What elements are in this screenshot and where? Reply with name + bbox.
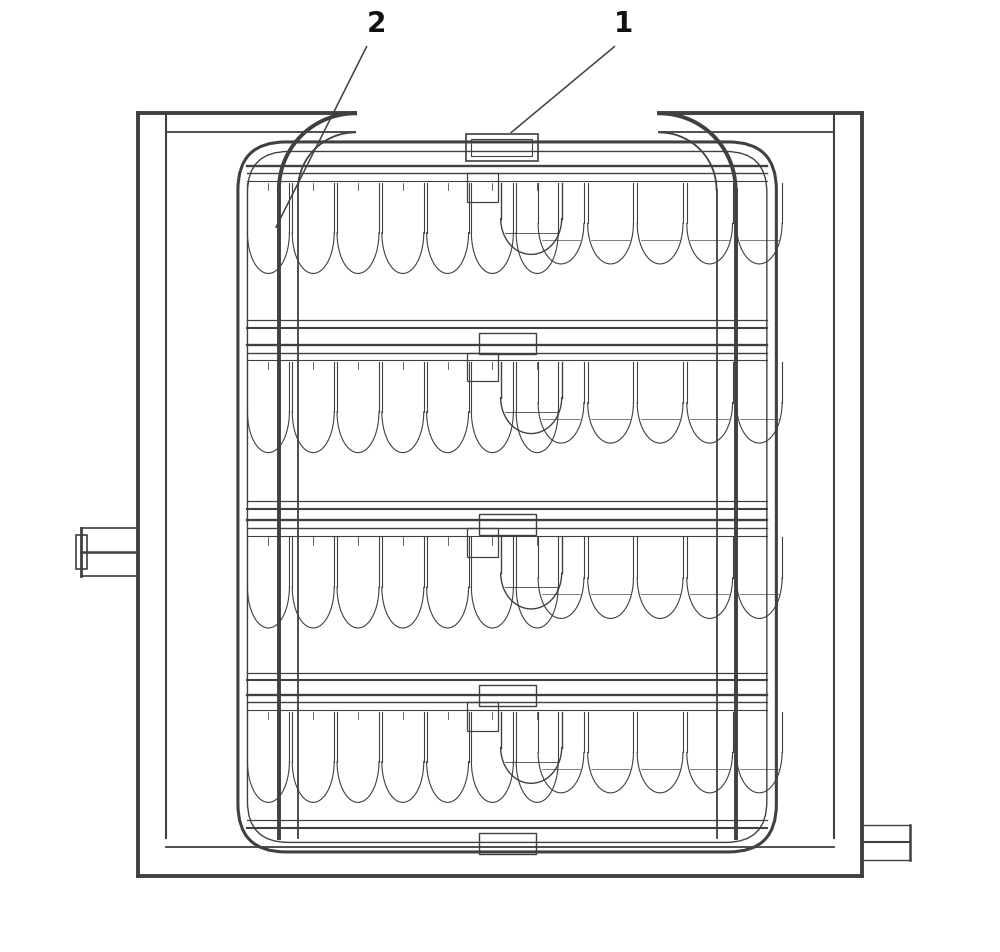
Bar [479,833,536,854]
Bar [466,135,538,162]
Bar [479,514,536,535]
Text: 2: 2 [366,10,386,38]
Bar [467,703,498,731]
Bar [479,333,536,354]
Bar [467,528,498,557]
Bar [479,685,536,706]
Bar [471,140,532,157]
Bar [76,535,87,569]
Text: 1: 1 [614,10,634,38]
Bar [467,353,498,382]
Bar [467,174,498,203]
